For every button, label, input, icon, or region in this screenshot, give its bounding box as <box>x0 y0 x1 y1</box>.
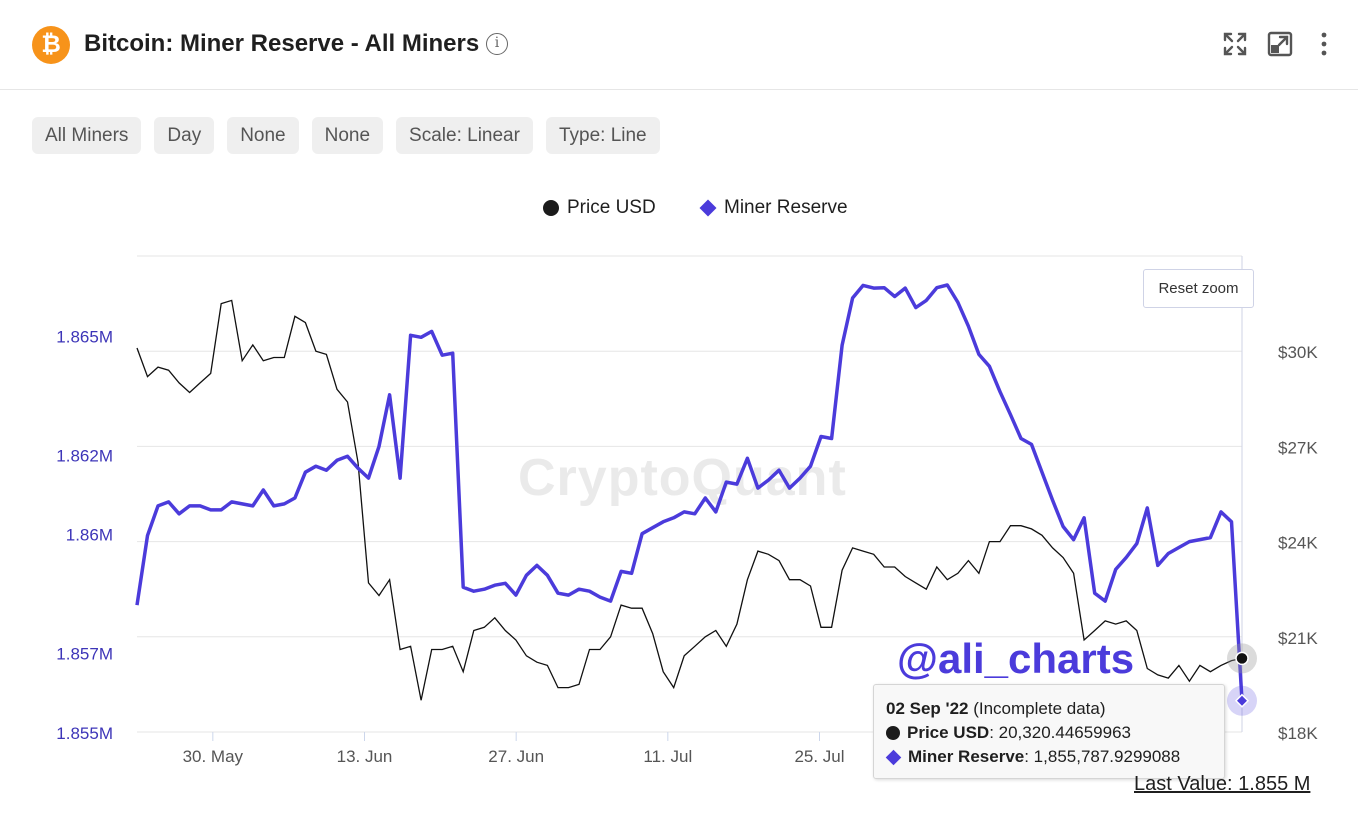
legend-price-marker <box>543 200 559 216</box>
left-axis-tick-label: 1.862M <box>56 446 113 465</box>
right-axis-tick-label: $18K <box>1278 724 1318 743</box>
x-axis-tick-label: 13. Jun <box>337 747 393 766</box>
tooltip-date: 02 Sep '22 <box>886 699 969 718</box>
left-axis-tick-label: 1.857M <box>56 645 113 664</box>
expand-icon[interactable] <box>1221 30 1249 58</box>
right-axis-tick-label: $21K <box>1278 629 1318 648</box>
scale-button[interactable]: Scale: Linear <box>396 117 533 154</box>
reserve-hover-point[interactable] <box>1234 693 1250 708</box>
tooltip-price-marker <box>886 726 900 740</box>
legend-price-label: Price USD <box>567 197 656 218</box>
info-icon[interactable]: i <box>486 33 508 55</box>
right-axis-tick-label: $24K <box>1278 534 1318 553</box>
overlay-button[interactable]: None <box>311 117 384 154</box>
x-axis-tick-label: 30. May <box>183 747 244 766</box>
data-tooltip: 02 Sep '22 (Incomplete data) Price USD :… <box>873 684 1225 779</box>
bitcoin-logo-icon: ₿ <box>32 26 70 64</box>
more-vertical-icon[interactable] <box>1310 30 1338 58</box>
miner-reserve-line[interactable] <box>135 283 1244 701</box>
x-axis-tick-label: 11. Jul <box>643 747 692 766</box>
tooltip-price-value: : 20,320.44659963 <box>989 723 1132 742</box>
popout-icon[interactable] <box>1266 30 1294 58</box>
last-value-link[interactable]: Last Value: 1.855 M <box>1134 773 1311 795</box>
tooltip-date-row: 02 Sep '22 (Incomplete data) <box>886 697 1212 721</box>
price-usd-line[interactable] <box>136 299 1243 701</box>
watermark-text: CryptoQuant <box>518 449 847 507</box>
reset-zoom-button[interactable]: Reset zoom <box>1143 269 1254 308</box>
tooltip-reserve-label: Miner Reserve <box>908 747 1025 766</box>
miner-filter-button[interactable]: All Miners <box>32 117 142 154</box>
tooltip-price-row: Price USD : 20,320.44659963 <box>886 721 1212 745</box>
legend-item-reserve[interactable]: Miner Reserve <box>699 196 848 220</box>
price-hover-point[interactable] <box>1235 651 1249 666</box>
x-axis-tick-label: 25. Jul <box>794 747 844 766</box>
tooltip-note: (Incomplete data) <box>968 699 1106 718</box>
chart-header: ₿ Bitcoin: Miner Reserve - All Miners i <box>0 0 1358 90</box>
right-axis-tick-label: $27K <box>1278 438 1318 457</box>
tooltip-reserve-value: : 1,855,787.9299088 <box>1024 747 1181 766</box>
x-axis-tick-label: 27. Jun <box>488 747 544 766</box>
author-handle: @ali_charts <box>897 635 1135 682</box>
left-axis-tick-label: 1.855M <box>56 724 113 743</box>
left-axis-tick-label: 1.86M <box>66 526 113 545</box>
tooltip-reserve-row: Miner Reserve : 1,855,787.9299088 <box>885 745 1212 769</box>
legend-item-price[interactable]: Price USD <box>543 196 656 220</box>
tooltip-price-label: Price USD <box>907 723 990 742</box>
window-filter-button[interactable]: Day <box>154 117 215 154</box>
left-axis-tick-label: 1.865M <box>56 327 113 346</box>
legend-reserve-label: Miner Reserve <box>724 197 848 218</box>
chart-title: Bitcoin: Miner Reserve - All Miners <box>84 30 480 57</box>
filter-bar: All Miners Day None None Scale: Linear T… <box>32 117 660 154</box>
tooltip-reserve-marker <box>885 749 902 765</box>
chart-type-button[interactable]: Type: Line <box>545 117 660 154</box>
moving-average-button[interactable]: None <box>227 117 299 154</box>
chart-legend: Price USD Miner Reserve <box>0 196 1358 220</box>
right-axis-tick-label: $30K <box>1278 343 1318 362</box>
